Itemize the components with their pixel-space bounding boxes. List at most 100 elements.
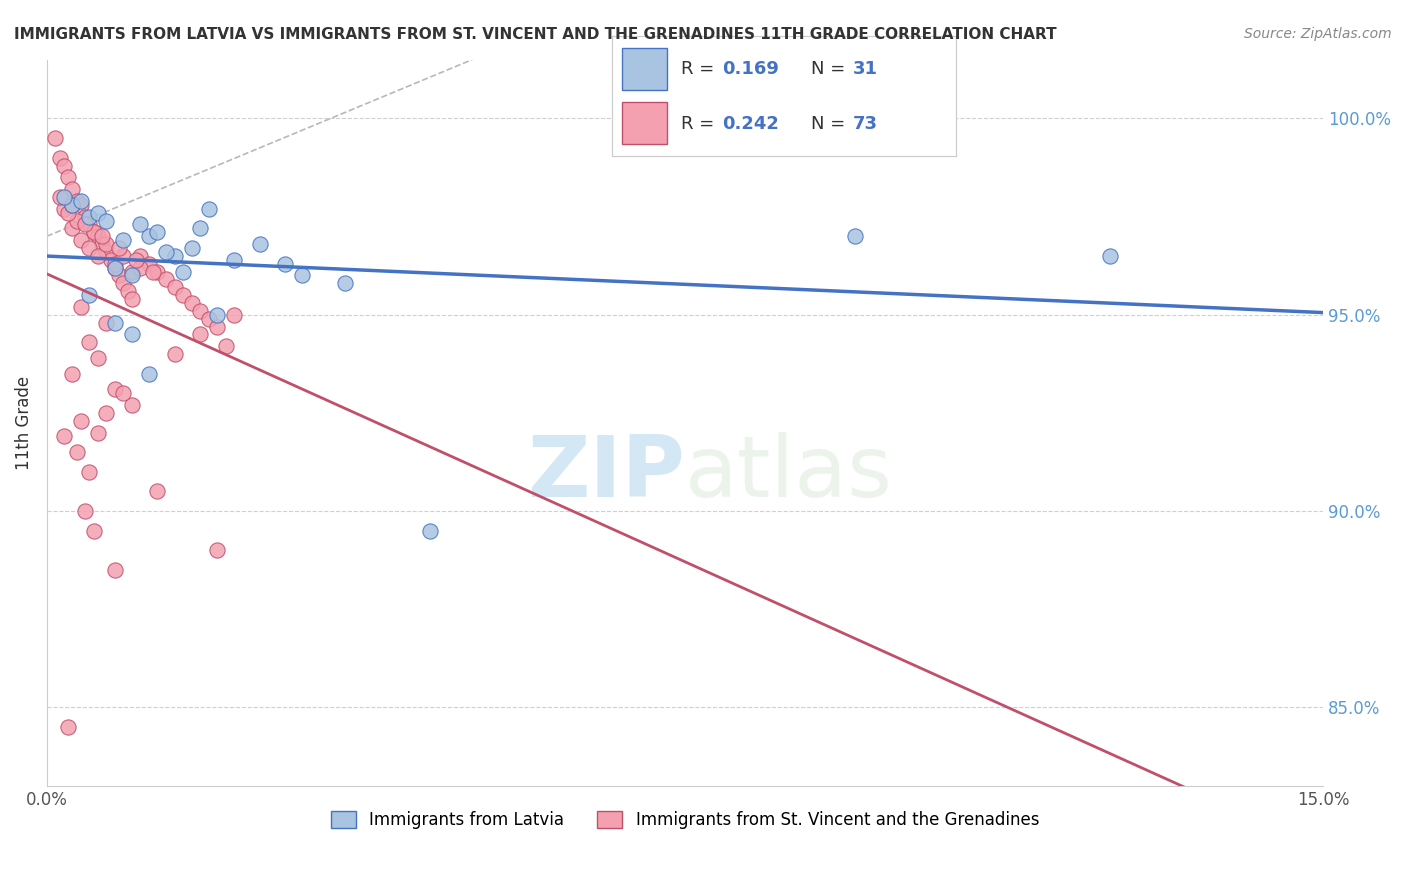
Point (188, 327, 211, 342)
Point (96, 237, 118, 252)
Point (70, 198, 93, 212)
Point (222, 308, 245, 322)
Point (214, 339, 236, 353)
Point (56, 170, 79, 185)
Point (108, 241, 131, 255)
Text: R =: R = (681, 114, 720, 133)
FancyBboxPatch shape (621, 102, 666, 144)
Point (79, 241, 101, 255)
Point (52, 159, 75, 173)
Point (142, 264, 165, 278)
Point (56, 720, 79, 734)
Point (125, 252, 148, 267)
Point (249, 237, 271, 252)
Point (146, 484, 169, 499)
Point (121, 292, 143, 306)
Point (66, 445, 89, 459)
Y-axis label: 11th Grade: 11th Grade (15, 376, 32, 470)
Point (87, 205, 110, 219)
Point (129, 249, 152, 263)
Text: 0.169: 0.169 (721, 61, 779, 78)
Point (91, 229, 114, 244)
Point (104, 257, 127, 271)
Point (70, 233, 93, 247)
Point (419, 524, 441, 538)
Point (163, 347, 186, 361)
Point (48, 190, 70, 204)
Point (104, 563, 127, 577)
Point (75, 210, 97, 224)
Point (83, 225, 105, 239)
Point (155, 272, 177, 286)
Point (48, 151, 70, 165)
Point (62, 198, 84, 212)
Point (172, 288, 194, 302)
Point (70, 194, 93, 208)
Point (104, 316, 127, 330)
Point (121, 398, 143, 412)
Point (96, 316, 118, 330)
Point (1099, 249, 1122, 263)
Point (104, 260, 127, 275)
Point (79, 465, 101, 479)
Point (197, 202, 219, 216)
Point (104, 260, 127, 275)
Legend: Immigrants from Latvia, Immigrants from St. Vincent and the Grenadines: Immigrants from Latvia, Immigrants from … (325, 804, 1046, 836)
Point (87, 351, 110, 365)
Point (112, 277, 135, 291)
Text: ZIP: ZIP (527, 432, 685, 515)
Point (96, 244, 118, 259)
Text: Source: ZipAtlas.com: Source: ZipAtlas.com (1244, 27, 1392, 41)
Point (274, 257, 297, 271)
Point (79, 288, 101, 302)
Point (62, 221, 84, 235)
Point (172, 264, 194, 278)
Point (56, 205, 79, 219)
Text: 73: 73 (852, 114, 877, 133)
Point (197, 311, 219, 326)
Point (87, 425, 110, 440)
Point (138, 229, 160, 244)
Text: R =: R = (681, 61, 720, 78)
Point (70, 300, 93, 314)
Point (112, 233, 135, 247)
Point (163, 249, 186, 263)
Point (79, 335, 101, 350)
Point (205, 319, 228, 334)
Point (108, 268, 131, 283)
Point (83, 225, 105, 239)
Text: N =: N = (811, 61, 852, 78)
Point (138, 257, 160, 271)
Point (66, 213, 89, 227)
Point (180, 241, 202, 255)
Point (79, 210, 101, 224)
Point (333, 277, 356, 291)
Point (129, 218, 152, 232)
Point (96, 213, 118, 227)
Text: 0.242: 0.242 (721, 114, 779, 133)
Point (205, 308, 228, 322)
Text: atlas: atlas (685, 432, 893, 515)
Point (163, 280, 186, 294)
Point (75, 504, 97, 518)
Point (155, 244, 177, 259)
Point (87, 249, 110, 263)
Point (205, 543, 228, 558)
Point (112, 386, 135, 401)
Point (91, 237, 114, 252)
Point (52, 429, 75, 443)
Point (121, 268, 143, 283)
Point (62, 198, 84, 212)
Point (104, 382, 127, 396)
Point (121, 264, 143, 278)
Point (96, 406, 118, 420)
Point (121, 327, 143, 342)
Point (83, 524, 105, 538)
Point (87, 229, 110, 244)
Text: IMMIGRANTS FROM LATVIA VS IMMIGRANTS FROM ST. VINCENT AND THE GRENADINES 11TH GR: IMMIGRANTS FROM LATVIA VS IMMIGRANTS FRO… (14, 27, 1057, 42)
Point (62, 182, 84, 196)
Point (75, 218, 97, 232)
Point (188, 221, 211, 235)
Point (52, 190, 75, 204)
Point (44, 131, 66, 145)
